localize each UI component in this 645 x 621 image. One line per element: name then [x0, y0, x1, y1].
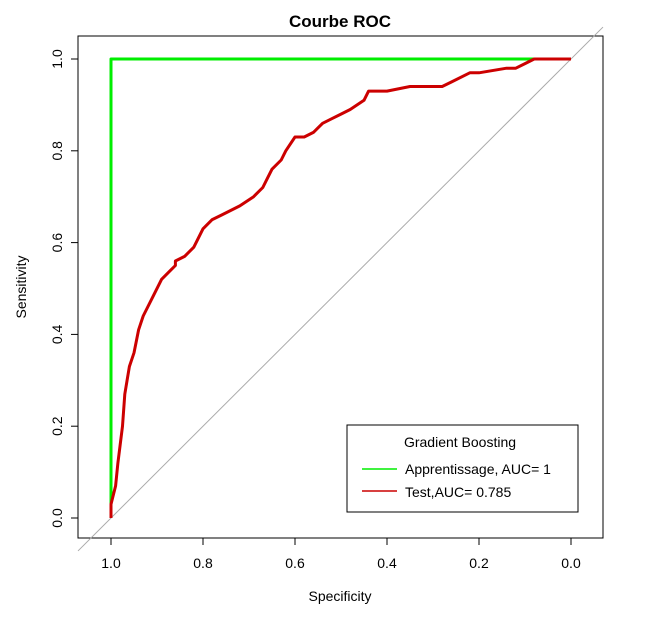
y-tick-label: 0.4 — [49, 324, 65, 344]
reference-diagonal-line — [77, 26, 604, 552]
x-axis: 1.0 0.8 0.6 0.4 0.2 0.0 — [101, 537, 581, 571]
series-line-test — [109, 57, 571, 518]
x-tick-label: 0.8 — [193, 555, 213, 571]
reference-line-layer — [77, 26, 604, 552]
legend-title: Gradient Boosting — [404, 434, 516, 450]
y-tick-label: 0.6 — [49, 233, 65, 253]
series-layer — [109, 57, 571, 518]
x-tick-label: 0.0 — [561, 555, 581, 571]
legend: Gradient Boosting Apprentissage, AUC= 1 … — [346, 424, 579, 513]
x-tick-label: 1.0 — [101, 555, 121, 571]
x-tick-label: 0.6 — [285, 555, 305, 571]
y-axis-label: Sensitivity — [13, 255, 29, 318]
y-tick-label: 1.0 — [49, 49, 65, 69]
y-tick-label: 0.8 — [49, 141, 65, 161]
chart-title: Courbe ROC — [289, 12, 391, 31]
x-tick-label: 0.4 — [377, 555, 397, 571]
x-axis-label: Specificity — [308, 588, 371, 604]
y-axis: 0.0 0.2 0.4 0.6 0.8 1.0 — [49, 49, 79, 528]
y-tick-label: 0.2 — [49, 416, 65, 436]
legend-label-test: Test,AUC= 0.785 — [405, 484, 511, 500]
legend-label-apprentissage: Apprentissage, AUC= 1 — [405, 461, 551, 477]
y-tick-label: 0.0 — [49, 508, 65, 528]
x-tick-label: 0.2 — [469, 555, 489, 571]
